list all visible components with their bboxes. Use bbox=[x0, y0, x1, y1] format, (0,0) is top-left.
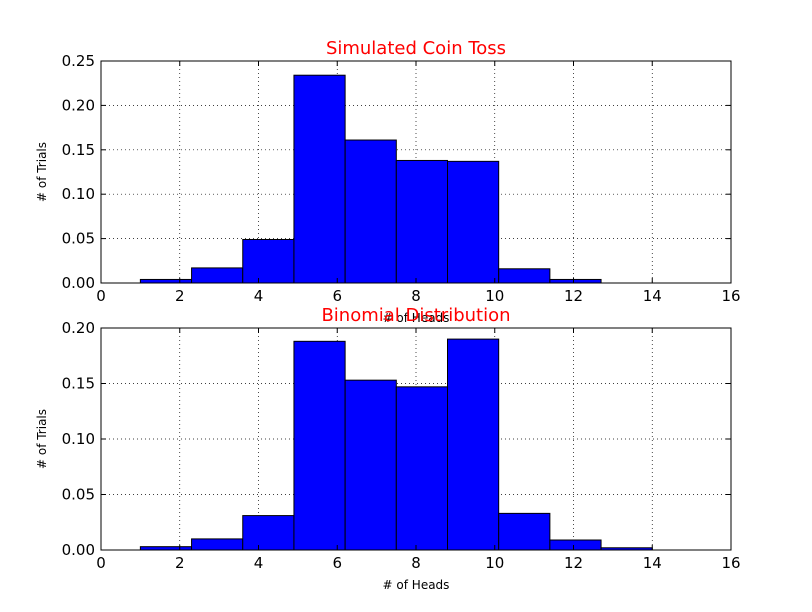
x-tick-label: 8 bbox=[411, 287, 421, 305]
y-tick-label: 0.15 bbox=[62, 375, 95, 393]
x-tick-label: 4 bbox=[254, 287, 264, 305]
histogram-bar bbox=[395, 159, 448, 284]
x-tick-label: 12 bbox=[564, 287, 583, 305]
histogram-bar bbox=[293, 340, 346, 551]
x-tick-label: 16 bbox=[721, 554, 740, 572]
y-tick-label: 0.05 bbox=[62, 486, 95, 504]
histogram-bar bbox=[293, 74, 346, 284]
x-tick-label: 6 bbox=[332, 287, 342, 305]
y-tick-label: 0.00 bbox=[62, 274, 95, 292]
x-tick-label: 8 bbox=[411, 554, 421, 572]
histogram-bar bbox=[344, 139, 397, 284]
x-tick-label: 14 bbox=[643, 554, 662, 572]
y-axis-label: # of Trials bbox=[35, 409, 49, 469]
y-tick-label: 0.05 bbox=[62, 230, 95, 248]
y-tick-label: 0.25 bbox=[62, 52, 95, 70]
x-axis-label: # of Heads bbox=[383, 311, 450, 325]
histogram-bar bbox=[191, 538, 244, 551]
histogram-bar bbox=[139, 278, 193, 284]
histogram-bars bbox=[139, 74, 602, 284]
subplot-binomial: 0 2 4 6 8 10 12 14 16 0.00 0.05 0.10 0.15 0.20 Binomi… bbox=[35, 305, 741, 592]
x-axis-label: # of Heads bbox=[383, 578, 450, 592]
histogram-bars bbox=[139, 338, 653, 551]
x-tick-label: 2 bbox=[175, 554, 185, 572]
x-tick-label: 12 bbox=[564, 554, 583, 572]
x-tick-label: 16 bbox=[721, 287, 740, 305]
x-tick-label: 4 bbox=[254, 554, 264, 572]
subplot-coin-toss: 0 2 4 6 8 10 12 14 16 0.00 0.05 0.10 0.15 0.20 0.25 Si… bbox=[35, 38, 741, 325]
chart-title: Simulated Coin Toss bbox=[326, 38, 506, 59]
y-tick-label: 0.15 bbox=[62, 141, 95, 159]
y-tick-label: 0.10 bbox=[62, 185, 95, 203]
x-tick-label: 14 bbox=[643, 287, 662, 305]
histogram-bar bbox=[498, 268, 551, 284]
histogram-bar bbox=[447, 338, 500, 551]
y-tick-label: 0.00 bbox=[62, 541, 95, 559]
histogram-bar bbox=[498, 512, 551, 551]
y-axis-label: # of Trials bbox=[35, 142, 49, 202]
histogram-bar bbox=[191, 267, 244, 284]
chart-title: Binomial Distribution bbox=[321, 305, 510, 326]
histogram-bar bbox=[395, 386, 448, 551]
x-tick-label: 0 bbox=[96, 554, 106, 572]
histogram-bar bbox=[242, 515, 295, 551]
x-tick-label: 10 bbox=[485, 554, 504, 572]
y-tick-label: 0.20 bbox=[62, 319, 95, 337]
histogram-bar bbox=[344, 379, 397, 551]
y-tick-label: 0.20 bbox=[62, 96, 95, 114]
histogram-bar bbox=[447, 160, 500, 284]
histogram-bar bbox=[242, 238, 295, 284]
y-tick-label: 0.10 bbox=[62, 430, 95, 448]
histogram-bar bbox=[549, 539, 602, 551]
x-tick-label: 6 bbox=[332, 554, 342, 572]
x-tick-label: 10 bbox=[485, 287, 504, 305]
x-tick-label: 0 bbox=[96, 287, 106, 305]
axis-ticks: 0 2 4 6 8 10 12 14 16 0.00 0.05 0.10 0.15 0.20 bbox=[62, 319, 741, 572]
axis-ticks: 0 2 4 6 8 10 12 14 16 0.00 0.05 0.10 0.15 0.20 0.25 bbox=[62, 52, 741, 305]
histogram-bar bbox=[549, 278, 602, 284]
x-tick-label: 2 bbox=[175, 287, 185, 305]
